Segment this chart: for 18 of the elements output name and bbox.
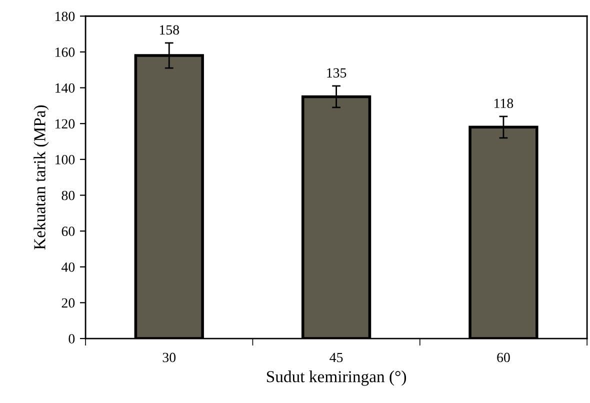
- y-tick-label: 120: [56, 119, 75, 129]
- y-tick-label: 20: [62, 298, 75, 308]
- x-tick-label: 60: [497, 352, 510, 362]
- data-label: 118: [494, 98, 514, 108]
- y-tick-label: 80: [62, 190, 75, 200]
- y-tick-label: 0: [68, 334, 75, 344]
- y-tick-label: 40: [62, 262, 75, 272]
- x-tick-label: 45: [330, 352, 343, 362]
- y-axis-title: Kekuatan tarik (MPa): [34, 105, 49, 250]
- data-label: 135: [327, 68, 346, 78]
- y-tick-label: 160: [56, 48, 75, 57]
- y-tick-label: 100: [56, 154, 75, 164]
- y-tick-label: 60: [62, 226, 75, 236]
- data-label: 158: [160, 25, 180, 35]
- x-axis-title: Sudut kemiringan (°): [266, 370, 406, 386]
- y-tick-label: 180: [56, 12, 75, 22]
- x-tick-label: 30: [162, 352, 176, 362]
- y-tick-label: 140: [56, 83, 75, 93]
